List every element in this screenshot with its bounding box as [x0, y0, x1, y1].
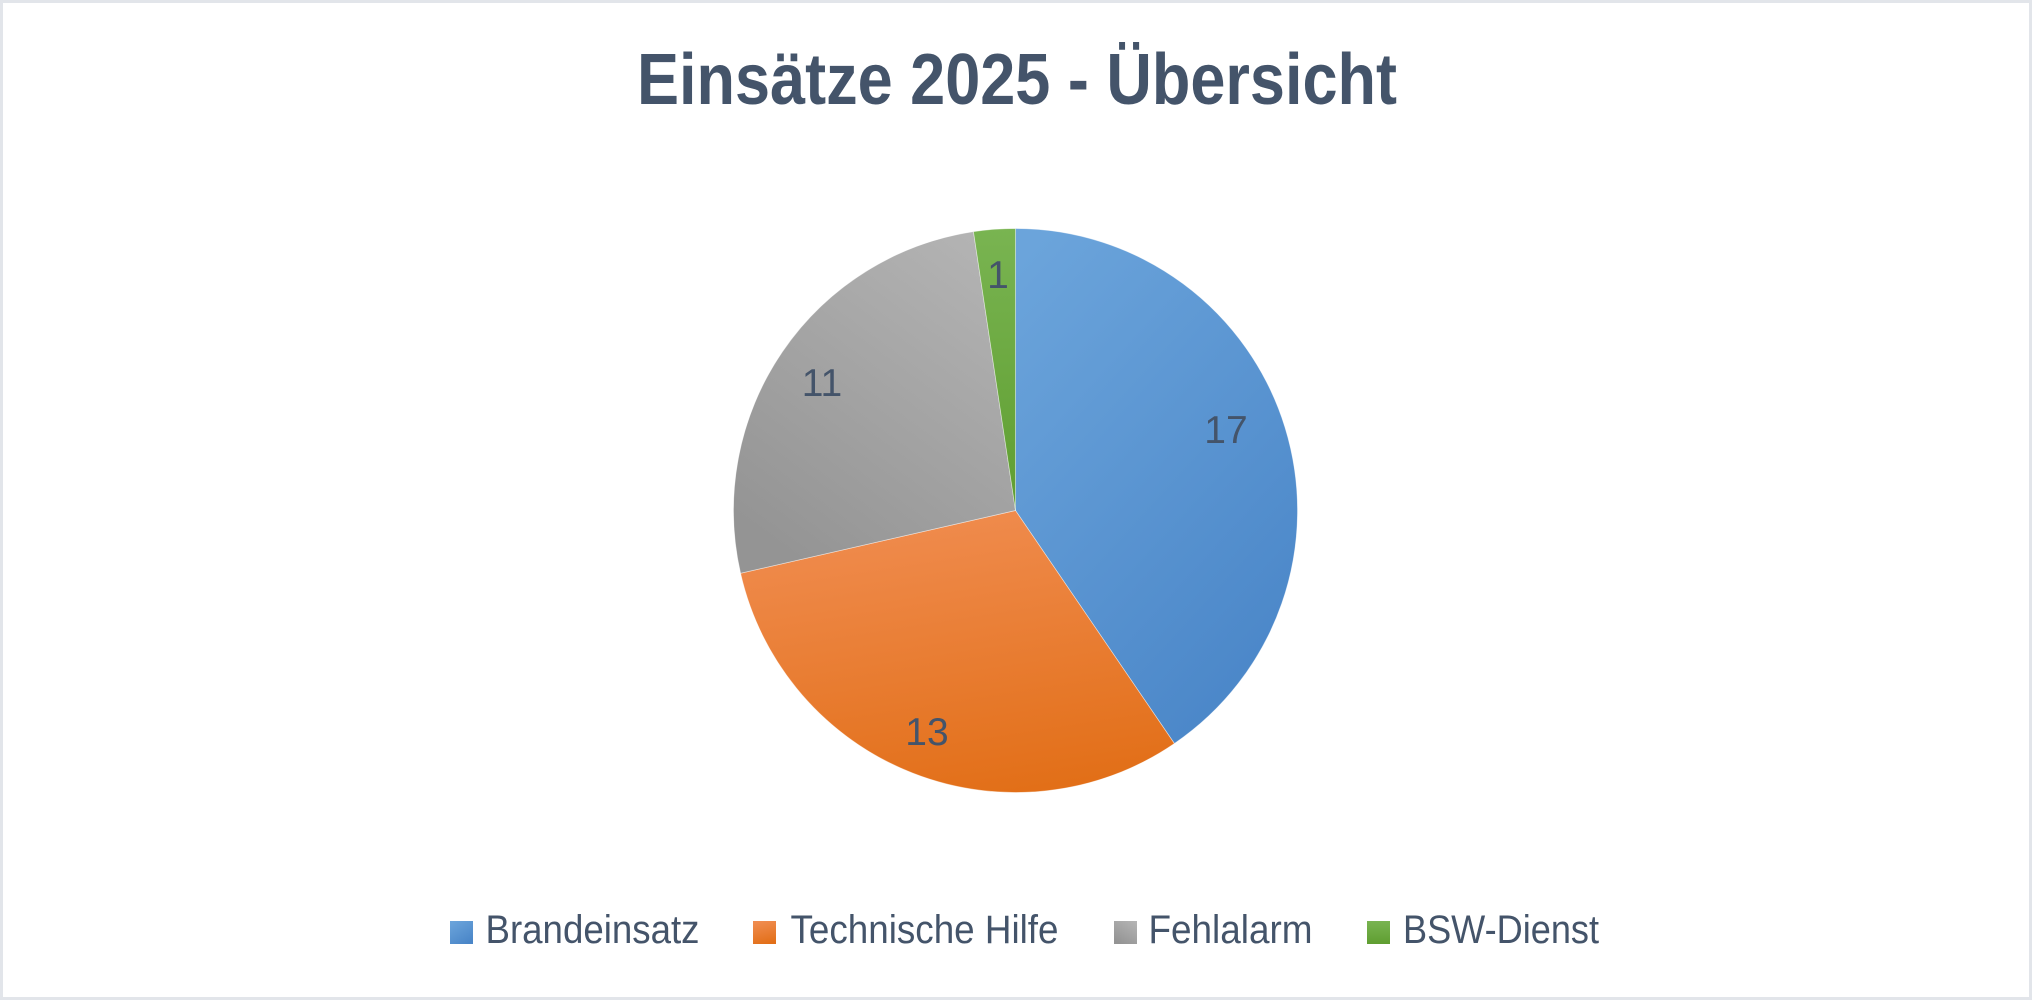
svg-text:Einsätze 2025 - Übersicht: Einsätze 2025 - Übersicht [637, 40, 1397, 120]
svg-text:17: 17 [1204, 409, 1247, 452]
svg-text:Technische Hilfe: Technische Hilfe [791, 908, 1059, 952]
svg-text:11: 11 [802, 362, 843, 405]
svg-text:1: 1 [987, 254, 1009, 297]
svg-text:BSW-Dienst: BSW-Dienst [1403, 908, 1599, 952]
svg-text:Fehlalarm: Fehlalarm [1149, 908, 1313, 952]
svg-text:Brandeinsatz: Brandeinsatz [486, 908, 700, 952]
svg-text:13: 13 [905, 711, 948, 754]
